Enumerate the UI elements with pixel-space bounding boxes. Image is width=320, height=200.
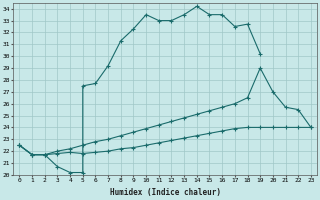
X-axis label: Humidex (Indice chaleur): Humidex (Indice chaleur)	[110, 188, 220, 197]
